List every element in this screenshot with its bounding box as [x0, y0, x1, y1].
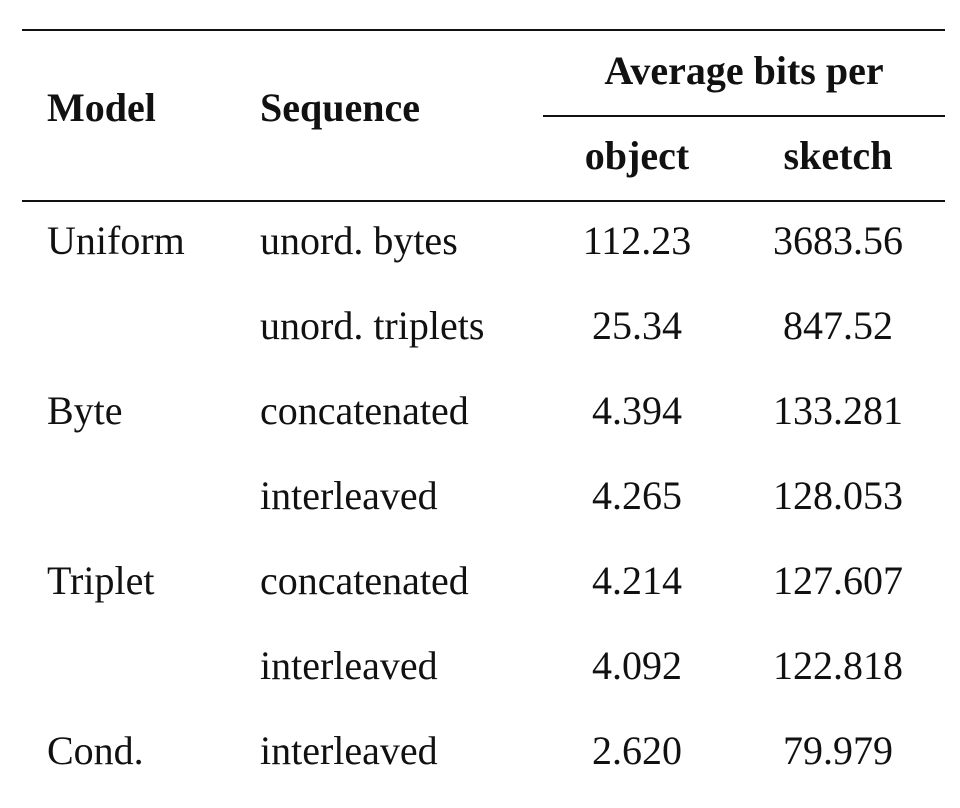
sequence-cell: interleaved: [260, 473, 438, 518]
sequence-cell: concatenated: [260, 388, 469, 433]
sketch-cell: 133.281: [773, 388, 903, 433]
object-cell: 112.23: [583, 218, 692, 263]
sketch-cell: 122.818: [773, 643, 903, 688]
header-model: Model: [47, 85, 156, 130]
sequence-cell: unord. bytes: [260, 218, 458, 263]
model-cell: Cond.: [47, 728, 144, 773]
object-cell: 25.34: [592, 303, 682, 348]
header-sequence: Sequence: [260, 85, 420, 130]
header-group: Average bits per: [604, 48, 883, 93]
model-cell: Uniform: [47, 218, 185, 263]
object-cell: 4.265: [592, 473, 682, 518]
object-cell: 4.092: [592, 643, 682, 688]
header-object: object: [585, 133, 690, 178]
sketch-cell: 79.979: [783, 728, 893, 773]
object-cell: 4.394: [592, 388, 682, 433]
sketch-cell: 128.053: [773, 473, 903, 518]
sequence-cell: concatenated: [260, 558, 469, 603]
model-cell: Triplet: [47, 558, 154, 603]
object-cell: 2.620: [592, 728, 682, 773]
sequence-cell: interleaved: [260, 643, 438, 688]
sketch-cell: 847.52: [783, 303, 893, 348]
header-sketch: sketch: [784, 133, 893, 178]
sketch-cell: 3683.56: [773, 218, 903, 263]
model-cell: Byte: [47, 388, 123, 433]
sketch-cell: 127.607: [773, 558, 903, 603]
sequence-cell: interleaved: [260, 728, 438, 773]
sequence-cell: unord. triplets: [260, 303, 484, 348]
object-cell: 4.214: [592, 558, 682, 603]
